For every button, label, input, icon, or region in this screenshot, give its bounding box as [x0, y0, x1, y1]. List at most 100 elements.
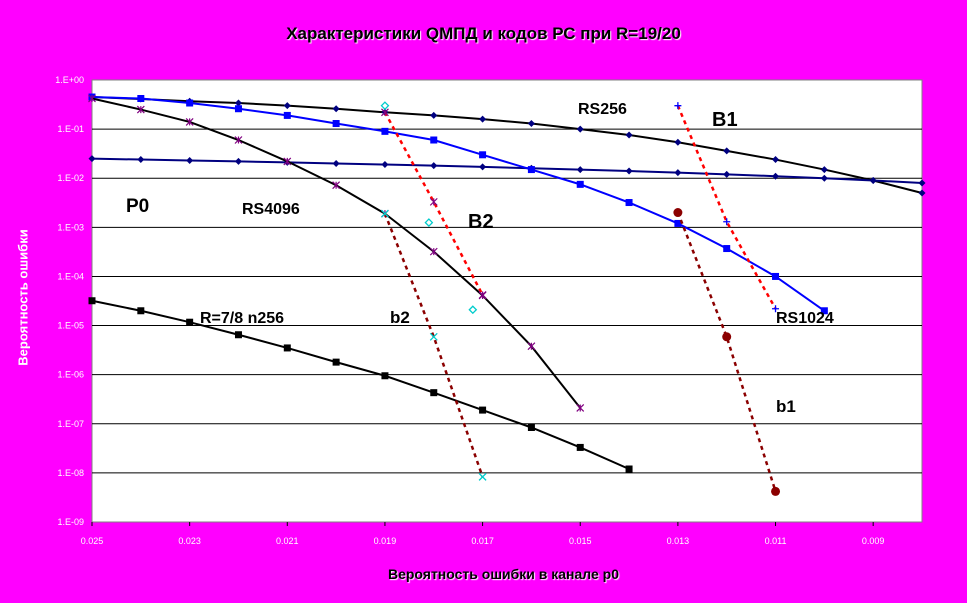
series-b1 — [674, 102, 780, 313]
data-point — [576, 180, 584, 188]
data-point — [820, 174, 828, 182]
data-point — [625, 167, 633, 175]
annotation-lbl-b2-lower: b2 — [390, 308, 410, 327]
data-point — [673, 208, 683, 218]
annotation-lbl-b1-upper: B1 — [712, 109, 738, 131]
data-point — [674, 219, 682, 227]
data-point — [820, 166, 828, 174]
data-point — [527, 423, 535, 431]
data-point — [625, 131, 633, 139]
x-tick-label: 0.013 — [667, 536, 690, 546]
data-point — [576, 166, 584, 174]
annotation-lbl-rs1024: RS1024 — [776, 310, 834, 327]
data-point — [332, 181, 341, 190]
y-tick-label: 1.E-02 — [57, 173, 84, 183]
x-tick-label: 0.009 — [862, 536, 885, 546]
data-point — [234, 136, 243, 144]
data-point — [625, 465, 633, 473]
data-point — [381, 372, 389, 380]
data-point — [380, 209, 389, 218]
data-point — [185, 118, 194, 126]
data-point — [478, 472, 487, 481]
data-point — [234, 157, 242, 165]
annotation-lbl-rs256: RS256 — [578, 101, 627, 118]
data-point — [772, 305, 780, 313]
series-b2o — [380, 101, 478, 315]
x-tick-label: 0.017 — [471, 536, 494, 546]
plot-area — [91, 79, 923, 523]
data-point — [869, 176, 877, 184]
data-point — [88, 155, 96, 163]
y-tick-label: 1.E-07 — [57, 419, 84, 429]
y-tick-label: 1.E-03 — [57, 222, 84, 232]
data-point — [186, 156, 194, 164]
data-point — [918, 179, 926, 187]
data-point — [576, 443, 584, 451]
data-point — [625, 199, 633, 207]
data-point — [429, 332, 438, 341]
x-tick-label: 0.025 — [81, 536, 104, 546]
data-point — [674, 102, 682, 110]
data-point — [820, 307, 828, 315]
series-line — [91, 96, 923, 194]
data-point — [136, 105, 145, 114]
annotation-lbl-r78: R=7/8 n256 — [200, 310, 284, 327]
data-point — [479, 115, 487, 123]
data-point — [771, 486, 781, 496]
series-rs4096 — [88, 94, 585, 412]
y-tick-label: 1.E-09 — [57, 517, 84, 527]
data-point — [381, 161, 389, 169]
data-point — [722, 332, 732, 342]
data-point — [918, 189, 926, 197]
data-point — [137, 156, 145, 164]
series-b1c — [673, 208, 781, 496]
y-axis-label: Вероятность ошибки — [15, 229, 31, 366]
data-point — [429, 197, 438, 206]
data-point — [332, 105, 340, 113]
chart-title: Характеристики QМПД и кодов РС при R=19/… — [286, 24, 681, 43]
data-point — [234, 105, 242, 113]
annotation-lbl-rs4096: RS4096 — [242, 201, 300, 218]
data-point — [380, 101, 390, 111]
data-point — [430, 162, 438, 170]
data-point — [88, 94, 96, 103]
data-point — [674, 138, 682, 146]
data-point — [723, 147, 731, 155]
y-tick-label: 1.E-08 — [57, 468, 84, 478]
data-point — [137, 95, 145, 103]
data-point — [424, 218, 434, 227]
data-point — [283, 344, 291, 352]
data-point — [576, 125, 584, 133]
data-point — [468, 305, 478, 315]
data-point — [234, 99, 242, 107]
x-tick-label: 0.023 — [178, 536, 201, 546]
data-point — [283, 102, 291, 110]
data-point — [429, 247, 438, 256]
annotation-lbl-b2-upper: B2 — [468, 211, 494, 233]
data-point — [430, 389, 438, 397]
data-point — [576, 404, 585, 412]
series-line — [383, 111, 484, 296]
data-point — [527, 342, 536, 351]
data-point — [332, 120, 340, 128]
data-point — [332, 358, 340, 366]
annotation-lbl-p0: P0 — [126, 196, 149, 217]
y-tick-label: 1.E+00 — [55, 75, 84, 85]
x-tick-label: 0.011 — [765, 536, 787, 546]
y-tick-label: 1.E-05 — [57, 321, 84, 331]
y-tick-label: 1.E-01 — [57, 124, 84, 134]
y-tick-label: 1.E-06 — [57, 370, 84, 380]
series-r78 — [88, 297, 633, 473]
data-point — [479, 163, 487, 171]
annotation-lbl-b1-lower: b1 — [776, 397, 796, 416]
data-point — [674, 169, 682, 177]
series-line — [91, 157, 923, 184]
x-axis-label: Вероятность ошибки в канале p0 — [387, 566, 620, 582]
data-point — [88, 297, 96, 305]
data-point — [479, 406, 487, 414]
series-line — [676, 105, 777, 310]
series-rs1024 — [88, 93, 828, 315]
series-line — [91, 96, 825, 312]
x-tick-label: 0.021 — [276, 536, 299, 546]
